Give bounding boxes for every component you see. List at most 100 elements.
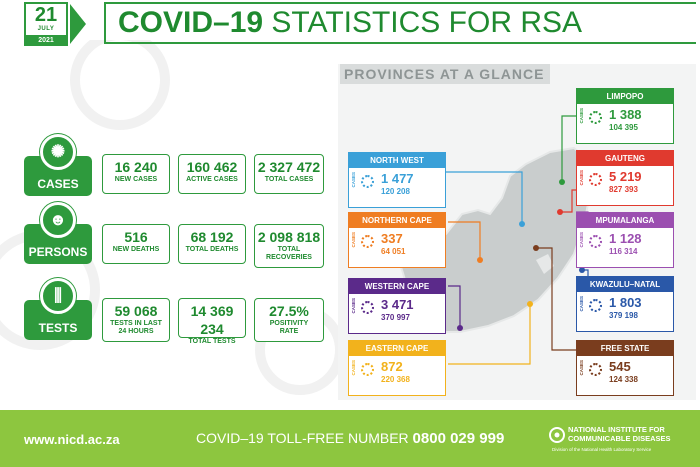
province-card-gauteng: GAUTENG CASES 5 219 827 393 <box>576 150 674 206</box>
side-label: CASES <box>351 298 356 314</box>
stat-value: 27.5% <box>269 303 309 319</box>
province-new-cases: 3 471 <box>381 297 414 312</box>
virus-icon <box>361 301 374 314</box>
stat-new-cases: 16 240 NEW CASES <box>102 154 170 194</box>
stat-value: 14 369 234 <box>190 303 234 337</box>
date-year: 2021 <box>24 35 68 46</box>
province-new-cases: 1 128 <box>609 231 642 246</box>
province-name: LIMPOPO <box>577 89 673 104</box>
stat-value: 59 068 <box>114 303 158 319</box>
stat-label: RECOVERIES <box>266 254 312 261</box>
province-card-free-state: FREE STATE CASES 545 124 338 <box>576 340 674 396</box>
province-new-cases: 5 219 <box>609 169 642 184</box>
province-total-cases: 64 051 <box>381 247 406 256</box>
date-month: JULY <box>37 26 55 32</box>
stat-label: TOTAL <box>277 246 301 253</box>
toll-number: 0800 029 999 <box>412 430 505 447</box>
province-card-northern-cape: NORTHERN CAPE CASES 337 64 051 <box>348 212 446 268</box>
province-card-western-cape: WESTERN CAPE CASES 3 471 370 997 <box>348 278 446 334</box>
stat-label: RATE <box>279 328 299 335</box>
virus-icon <box>361 363 374 376</box>
side-label: CASES <box>351 172 356 188</box>
province-new-cases: 872 <box>381 359 403 374</box>
province-name: NORTH WEST <box>349 153 445 168</box>
stat-total-deaths: 68 192 TOTAL DEATHS <box>178 224 246 264</box>
stat-total-recoveries: 2 098 818 TOTAL RECOVERIES <box>254 224 324 268</box>
province-name: NORTHERN CAPE <box>349 213 445 228</box>
website-link[interactable]: www.nicd.ac.za <box>24 432 120 447</box>
province-total-cases: 370 997 <box>381 313 410 322</box>
stat-label: ACTIVE CASES <box>186 176 238 183</box>
cases-label: CASES <box>37 177 79 191</box>
stat-value: 68 192 <box>190 229 234 245</box>
title-rest: STATISTICS FOR RSA <box>271 6 582 39</box>
side-label: CASES <box>579 232 584 248</box>
virus-icon <box>361 235 374 248</box>
institute-division: Division of the National Health Laborato… <box>552 447 652 452</box>
stat-value: 2 098 818 <box>257 229 321 245</box>
toll-free-number: COVID–19 TOLL-FREE NUMBER 0800 029 999 <box>196 430 504 447</box>
stat-label: TOTAL DEATHS <box>185 246 239 253</box>
province-card-mpumalanga: MPUMALANGA CASES 1 128 116 314 <box>576 212 674 268</box>
stat-active-cases: 160 462 ACTIVE CASES <box>178 154 246 194</box>
stat-label: POSITIVITY <box>269 320 309 327</box>
stat-positivity-rate: 27.5% POSITIVITY RATE <box>254 298 324 342</box>
stat-label: 24 HOURS <box>118 328 154 335</box>
institute-name: NATIONAL INSTITUTE FOR COMMUNICABLE DISE… <box>568 425 671 443</box>
province-name: MPUMALANGA <box>577 213 673 228</box>
province-total-cases: 827 393 <box>609 185 638 194</box>
tests-label: TESTS <box>38 321 78 335</box>
persons-label: PERSONS <box>28 245 88 259</box>
province-card-eastern-cape: EASTERN CAPE CASES 872 220 368 <box>348 340 446 396</box>
province-new-cases: 1 477 <box>381 171 414 186</box>
virus-icon <box>589 173 602 186</box>
panel-title: PROVINCES AT A GLANCE <box>340 64 550 84</box>
province-name: GAUTENG <box>577 151 673 166</box>
province-new-cases: 1 388 <box>609 107 642 122</box>
date-badge: 21 JULY 2021 <box>24 2 68 46</box>
province-total-cases: 124 338 <box>609 375 638 384</box>
footer-bar <box>0 410 700 467</box>
stat-value: 160 462 <box>186 159 238 175</box>
province-new-cases: 337 <box>381 231 403 246</box>
province-total-cases: 104 395 <box>609 123 638 132</box>
province-total-cases: 220 368 <box>381 375 410 384</box>
stat-total-cases: 2 327 472 TOTAL CASES <box>254 154 324 194</box>
stat-value: 16 240 <box>114 159 158 175</box>
date-day: 21 <box>34 4 58 26</box>
toll-label: COVID–19 TOLL-FREE NUMBER <box>196 430 409 446</box>
province-card-north-west: NORTH WEST CASES 1 477 120 208 <box>348 152 446 208</box>
test-tubes-icon: ⫼ <box>40 278 76 314</box>
institute-line-1: NATIONAL INSTITUTE FOR <box>568 425 665 434</box>
institute-line-2: COMMUNICABLE DISEASES <box>568 434 671 443</box>
stat-value: 516 <box>124 229 148 245</box>
side-label: CASES <box>351 360 356 376</box>
chevron-right-icon <box>70 4 86 44</box>
province-name: FREE STATE <box>577 341 673 356</box>
stat-value: 2 327 472 <box>257 159 321 175</box>
stat-label: TOTAL CASES <box>264 176 314 183</box>
nicd-logo-icon <box>549 427 565 443</box>
province-new-cases: 545 <box>609 359 631 374</box>
title-frame <box>104 2 696 44</box>
virus-icon <box>361 175 374 188</box>
stat-label: NEW CASES <box>114 176 158 183</box>
province-new-cases: 1 803 <box>609 295 642 310</box>
side-label: CASES <box>579 296 584 312</box>
page-title: COVID–19 STATISTICS FOR RSA <box>118 4 582 42</box>
stat-label: TESTS IN LAST <box>110 320 162 327</box>
map-lesotho <box>536 254 554 274</box>
side-label: CASES <box>579 360 584 376</box>
side-label: CASES <box>579 170 584 186</box>
stat-total-tests: 14 369 234 TOTAL TESTS <box>178 298 246 345</box>
province-total-cases: 120 208 <box>381 187 410 196</box>
virus-icon <box>589 111 602 124</box>
side-label: CASES <box>579 108 584 124</box>
virus-icon <box>589 235 602 248</box>
stat-label: NEW DEATHS <box>112 246 160 253</box>
province-name: WESTERN CAPE <box>349 279 445 294</box>
virus-icon: ✺ <box>40 134 76 170</box>
province-card-limpopo: LIMPOPO CASES 1 388 104 395 <box>576 88 674 144</box>
people-icon: ☻ <box>40 202 76 238</box>
province-name: KWAZULU–NATAL <box>577 277 673 292</box>
